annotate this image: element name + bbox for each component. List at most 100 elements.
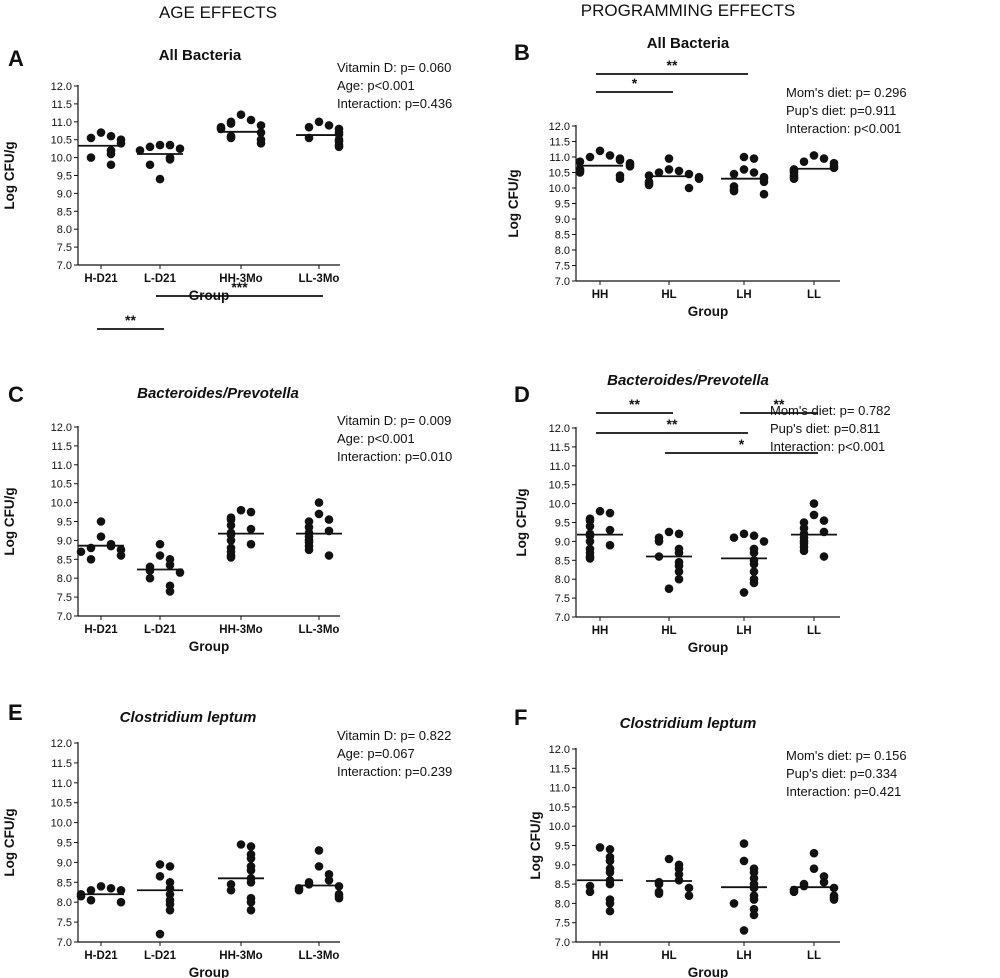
panel-letter: A bbox=[8, 46, 24, 71]
data-point bbox=[809, 864, 819, 873]
y-tick-label: 7.0 bbox=[555, 937, 570, 949]
y-tick-label: 7.5 bbox=[57, 242, 72, 254]
data-point bbox=[585, 537, 595, 546]
y-tick-label: 8.5 bbox=[57, 206, 72, 218]
y-tick-label: 8.0 bbox=[555, 245, 570, 257]
data-point bbox=[674, 574, 684, 584]
y-tick-label: 9.5 bbox=[57, 517, 72, 529]
data-point bbox=[226, 885, 236, 895]
data-point bbox=[819, 154, 829, 163]
data-point bbox=[116, 897, 126, 907]
data-point bbox=[86, 133, 96, 143]
data-point bbox=[96, 532, 106, 541]
y-tick-label: 10.0 bbox=[51, 818, 72, 830]
data-point bbox=[684, 891, 694, 900]
data-point bbox=[615, 155, 625, 165]
data-point bbox=[145, 566, 155, 575]
data-point bbox=[246, 507, 256, 517]
data-point bbox=[236, 840, 246, 849]
x-tick-label: LH bbox=[736, 625, 751, 637]
y-tick-label: 9.5 bbox=[555, 841, 570, 853]
data-point bbox=[819, 877, 829, 887]
data-point bbox=[96, 881, 106, 891]
data-point bbox=[749, 154, 759, 163]
x-tick-label: H-D21 bbox=[84, 950, 118, 962]
data-point bbox=[595, 843, 605, 852]
data-point bbox=[155, 551, 165, 560]
panel-letter: B bbox=[514, 40, 530, 65]
data-point bbox=[314, 498, 324, 507]
panel-letter: D bbox=[514, 382, 530, 407]
data-point bbox=[246, 854, 256, 863]
x-tick-label: LL bbox=[807, 625, 821, 637]
data-point bbox=[809, 151, 819, 160]
panel-title: Bacteroides/Prevotella bbox=[607, 372, 769, 389]
data-point bbox=[739, 926, 749, 935]
y-tick-label: 9.5 bbox=[57, 838, 72, 850]
data-point bbox=[226, 536, 236, 545]
x-tick-label: LL-3Mo bbox=[299, 273, 340, 285]
data-point bbox=[739, 165, 749, 174]
panel-title: Bacteroides/Prevotella bbox=[137, 385, 299, 402]
significance-label: ** bbox=[629, 396, 640, 412]
y-tick-label: 10.0 bbox=[51, 153, 72, 165]
significance-label: ** bbox=[667, 57, 678, 73]
x-axis-label: Group bbox=[189, 965, 230, 978]
stats-line: Vitamin D: p= 0.009 bbox=[337, 413, 451, 428]
x-tick-label: HH bbox=[592, 625, 609, 637]
y-tick-label: 10.5 bbox=[549, 802, 570, 814]
data-point bbox=[809, 510, 819, 520]
data-point bbox=[654, 168, 664, 177]
data-point bbox=[605, 906, 615, 916]
data-point bbox=[664, 854, 674, 864]
data-point bbox=[749, 910, 759, 920]
data-point bbox=[729, 169, 739, 179]
data-point bbox=[96, 128, 106, 137]
y-tick-label: 11.0 bbox=[549, 152, 570, 164]
data-point bbox=[605, 845, 615, 854]
data-point bbox=[749, 531, 759, 541]
data-point bbox=[165, 878, 175, 887]
y-tick-label: 10.0 bbox=[51, 498, 72, 510]
section-title-programming-effects: PROGRAMMING EFFECTS bbox=[581, 1, 795, 20]
x-tick-label: LL-3Mo bbox=[299, 950, 340, 962]
x-tick-label: HH-3Mo bbox=[219, 950, 262, 962]
stats-line: Mom's diet: p= 0.782 bbox=[770, 403, 891, 418]
data-point bbox=[799, 157, 809, 166]
data-point bbox=[789, 174, 799, 183]
y-axis-label: Log CFU/g bbox=[528, 811, 543, 879]
stats-line: Interaction: p=0.239 bbox=[337, 764, 452, 779]
y-tick-label: 12.0 bbox=[549, 423, 570, 435]
y-tick-label: 11.5 bbox=[51, 441, 72, 453]
data-point bbox=[605, 525, 615, 535]
data-point bbox=[324, 515, 334, 524]
y-tick-label: 10.0 bbox=[549, 183, 570, 195]
data-point bbox=[605, 899, 615, 908]
data-point bbox=[226, 879, 236, 889]
data-point bbox=[175, 144, 185, 153]
stats-line: Mom's diet: p= 0.296 bbox=[786, 85, 907, 100]
stats-line: Age: p<0.001 bbox=[337, 78, 415, 93]
y-tick-label: 7.0 bbox=[555, 612, 570, 624]
significance-label: * bbox=[739, 436, 745, 452]
x-tick-label: HL bbox=[661, 950, 676, 962]
data-point bbox=[116, 551, 126, 560]
y-tick-label: 11.5 bbox=[549, 137, 570, 149]
data-point bbox=[739, 839, 749, 848]
y-tick-label: 9.0 bbox=[57, 188, 72, 200]
data-point bbox=[86, 153, 96, 162]
data-point bbox=[106, 883, 116, 893]
data-point bbox=[644, 180, 654, 190]
data-point bbox=[246, 905, 256, 915]
data-point bbox=[324, 876, 334, 885]
panels-group: A All Bacteria 7.0 7.5 8.0 8.5 9.0 9.5 10.0 10.5 1… bbox=[2, 35, 907, 978]
significance-label: * bbox=[632, 75, 638, 91]
x-tick-label: L-D21 bbox=[144, 950, 177, 962]
y-tick-label: 11.0 bbox=[549, 461, 570, 473]
data-point bbox=[575, 168, 585, 177]
data-point bbox=[304, 545, 314, 555]
data-point bbox=[654, 879, 664, 889]
data-point bbox=[749, 895, 759, 904]
y-tick-label: 10.5 bbox=[549, 168, 570, 180]
data-point bbox=[799, 881, 809, 891]
